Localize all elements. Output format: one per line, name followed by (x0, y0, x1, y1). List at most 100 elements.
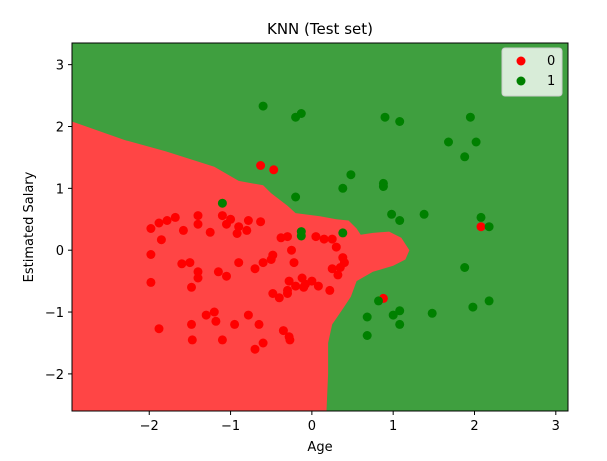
data-point-class-0 (232, 229, 242, 238)
data-point-class-1 (465, 112, 475, 122)
data-point-class-1 (395, 117, 405, 126)
y-tick-label: −2 (45, 368, 64, 383)
data-point-class-0 (162, 216, 172, 225)
data-point-class-1 (346, 170, 356, 180)
data-point-class-0 (327, 264, 337, 274)
data-point-class-0 (205, 227, 215, 237)
data-point-class-0 (193, 219, 203, 229)
data-point-class-0 (213, 267, 223, 277)
data-point-class-1 (388, 310, 398, 320)
data-point-class-0 (285, 335, 295, 345)
data-point-class-1 (380, 112, 390, 122)
y-tick-label: 2 (56, 120, 64, 135)
data-point-class-0 (242, 225, 252, 235)
data-point-class-0 (291, 281, 301, 291)
data-point-class-0 (327, 234, 337, 244)
data-point-class-0 (156, 235, 166, 245)
data-point-class-0 (268, 250, 278, 260)
data-point-class-0 (283, 285, 292, 295)
x-tick-label: 3 (552, 419, 560, 434)
data-point-class-0 (217, 211, 227, 221)
plot-area (72, 43, 568, 411)
data-point-class-1 (217, 198, 227, 208)
data-point-class-0 (217, 335, 227, 345)
data-point-class-0 (254, 319, 264, 329)
data-point-class-0 (338, 253, 348, 263)
data-point-class-1 (460, 152, 470, 162)
data-point-class-0 (230, 319, 240, 329)
data-point-class-0 (146, 224, 156, 233)
data-point-class-1 (395, 319, 405, 329)
data-point-class-0 (274, 293, 284, 303)
data-point-class-0 (319, 234, 329, 244)
x-tick-label: −2 (140, 419, 159, 434)
data-point-class-1 (296, 109, 306, 118)
data-point-class-0 (313, 281, 323, 291)
data-point-class-0 (222, 219, 231, 229)
data-point-class-1 (338, 228, 348, 238)
data-point-class-0 (201, 310, 211, 320)
y-axis-label: Estimated Salary (22, 171, 37, 282)
data-point-class-0 (335, 263, 345, 272)
y-tick-label: 1 (56, 182, 64, 197)
data-point-class-0 (146, 277, 156, 287)
data-point-class-1 (296, 231, 306, 241)
data-point-class-0 (178, 225, 188, 235)
data-point-class-1 (395, 216, 405, 225)
x-tick-label: 2 (470, 419, 478, 434)
data-point-class-0 (476, 222, 486, 232)
data-point-class-0 (193, 211, 203, 221)
data-point-class-1 (484, 222, 494, 232)
data-point-class-0 (287, 245, 296, 255)
data-point-class-0 (154, 218, 164, 228)
data-point-class-1 (468, 302, 478, 312)
legend-label-class-1: 1 (547, 74, 555, 89)
data-point-class-0 (256, 217, 266, 227)
data-point-class-1 (444, 137, 453, 147)
data-point-class-0 (170, 212, 180, 222)
data-point-class-0 (307, 276, 317, 286)
data-point-class-1 (374, 296, 383, 306)
data-point-class-0 (234, 222, 244, 232)
data-point-class-0 (250, 344, 260, 354)
data-point-class-0 (187, 282, 196, 292)
data-point-class-0 (283, 232, 292, 242)
data-point-class-0 (187, 319, 196, 329)
data-point-class-0 (269, 165, 279, 175)
chart-title: KNN (Test set) (267, 20, 373, 38)
x-tick-label: 0 (308, 419, 316, 434)
data-point-class-0 (185, 258, 195, 268)
scatter-points (146, 101, 494, 354)
data-point-class-1 (378, 182, 388, 191)
data-point-class-1 (427, 308, 437, 318)
data-point-class-1 (291, 192, 301, 202)
x-tick-label: −1 (221, 419, 240, 434)
data-point-class-0 (278, 326, 288, 336)
data-point-class-0 (250, 264, 260, 274)
data-point-class-0 (193, 273, 203, 283)
data-point-class-1 (460, 263, 470, 272)
data-point-class-0 (299, 282, 309, 292)
plot-frame (71, 42, 569, 412)
data-point-class-1 (419, 209, 429, 219)
data-point-class-0 (258, 338, 268, 348)
data-point-class-0 (234, 258, 244, 268)
y-tick-label: 3 (56, 59, 64, 74)
y-axis-ticks: −2 −1 0 1 2 3 (45, 59, 72, 383)
x-tick-label: 1 (389, 419, 397, 434)
data-point-class-0 (243, 216, 253, 225)
x-axis-label: Age (307, 440, 332, 455)
legend-marker-class-0 (516, 56, 526, 66)
data-point-class-1 (362, 331, 372, 340)
data-point-class-0 (284, 276, 294, 286)
data-point-class-0 (256, 161, 266, 170)
data-point-class-0 (154, 324, 164, 334)
data-point-class-0 (325, 285, 335, 295)
data-point-class-0 (193, 267, 203, 277)
data-point-class-0 (289, 258, 299, 268)
data-point-class-1 (471, 137, 481, 147)
data-point-class-1 (395, 306, 405, 316)
data-point-class-1 (476, 212, 486, 222)
legend-label-class-0: 0 (547, 54, 555, 69)
